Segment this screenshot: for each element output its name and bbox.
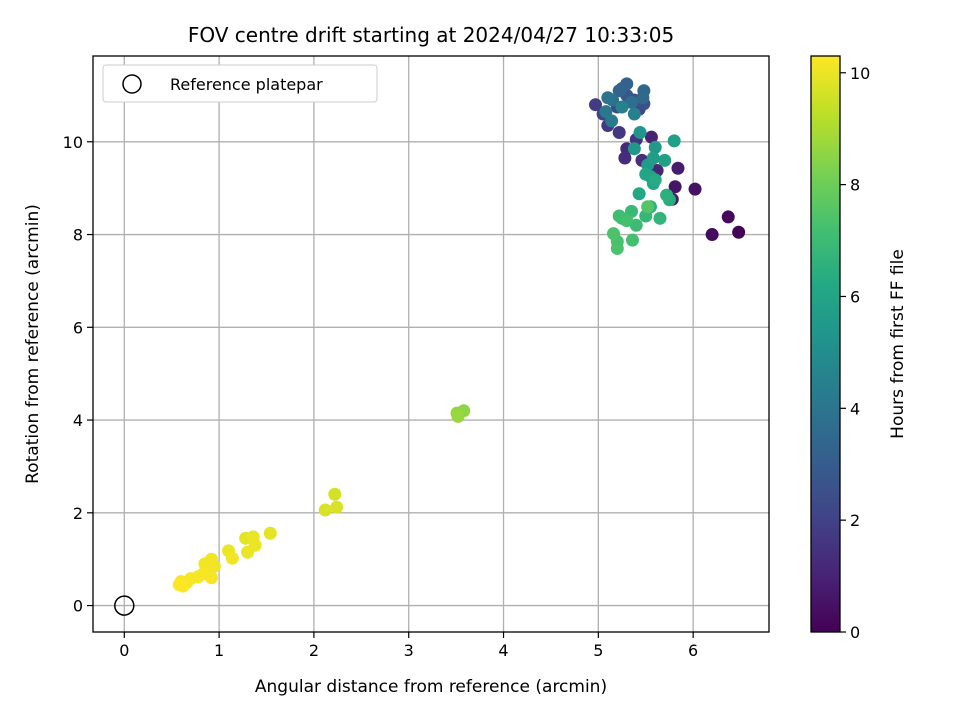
y-tick-label: 0 <box>73 597 83 616</box>
colorbar-tick-label: 0 <box>850 623 860 642</box>
reference-marker-layer <box>114 595 135 616</box>
x-axis-ticks: 0 1 2 3 4 5 6 <box>119 632 698 660</box>
data-point <box>620 214 634 228</box>
colorbar: 0 2 4 6 8 10 Hours from first FF file <box>810 55 908 642</box>
data-point <box>646 151 660 165</box>
data-point <box>205 571 219 585</box>
data-point <box>721 210 735 224</box>
x-axis-label: Angular distance from reference (arcmin) <box>255 677 607 697</box>
data-point <box>648 140 662 154</box>
colorbar-tick-label: 10 <box>850 64 870 83</box>
colorbar-tick-label: 2 <box>850 511 860 530</box>
data-point <box>625 233 639 247</box>
data-point <box>225 551 239 565</box>
y-axis-ticks: 0 2 4 6 8 10 <box>63 133 93 616</box>
x-tick-label: 0 <box>119 641 129 660</box>
data-point <box>648 173 662 187</box>
data-point <box>176 579 190 593</box>
y-tick-label: 6 <box>73 318 83 337</box>
data-point <box>658 153 672 167</box>
colorbar-tick-label: 6 <box>850 287 860 306</box>
data-point <box>667 134 681 148</box>
y-tick-label: 4 <box>73 411 83 430</box>
y-tick-label: 8 <box>73 226 83 245</box>
x-tick-label: 1 <box>214 641 224 660</box>
data-point <box>451 409 465 423</box>
legend: Reference platepar <box>102 64 378 103</box>
legend-label: Reference platepar <box>170 75 323 94</box>
data-point <box>705 228 719 242</box>
data-point <box>644 130 658 144</box>
data-point <box>601 91 615 105</box>
colorbar-label: Hours from first FF file <box>888 249 908 439</box>
colorbar-gradient <box>810 55 841 633</box>
data-point <box>636 91 650 105</box>
data-point <box>639 167 653 181</box>
data-point <box>627 107 641 121</box>
legend-box <box>102 64 378 103</box>
data-points <box>172 77 746 593</box>
data-point <box>330 500 344 514</box>
data-point <box>618 151 632 165</box>
grid <box>93 56 769 632</box>
data-point <box>627 142 641 156</box>
data-point <box>605 114 619 128</box>
chart-title: FOV centre drift starting at 2024/04/27 … <box>188 23 674 47</box>
legend-marker-open-circle <box>122 74 142 94</box>
reference-platepar-marker <box>114 595 135 616</box>
data-point <box>612 84 626 98</box>
y-tick-label: 10 <box>63 133 83 152</box>
x-tick-label: 5 <box>593 641 603 660</box>
x-tick-label: 2 <box>309 641 319 660</box>
data-point <box>615 100 629 114</box>
data-point <box>632 187 646 201</box>
data-point <box>653 211 667 225</box>
plot-frame <box>92 55 770 633</box>
colorbar-tick-label: 8 <box>850 176 860 195</box>
data-point <box>633 126 647 140</box>
data-point <box>607 227 621 241</box>
data-point <box>241 545 255 559</box>
data-point <box>610 241 624 255</box>
data-point <box>588 98 602 112</box>
colorbar-tick-label: 4 <box>850 399 860 418</box>
x-tick-label: 3 <box>404 641 414 660</box>
data-point <box>671 161 685 175</box>
y-axis-label: Rotation from reference (arcmin) <box>23 204 43 484</box>
data-point <box>612 126 626 140</box>
data-point <box>688 182 702 196</box>
colorbar-ticks: 0 2 4 6 8 10 <box>840 64 870 642</box>
y-tick-label: 2 <box>73 504 83 523</box>
data-point <box>263 526 277 540</box>
data-point <box>599 105 613 119</box>
data-point <box>668 180 682 194</box>
data-point <box>732 225 746 239</box>
x-tick-label: 6 <box>688 641 698 660</box>
data-point <box>660 188 674 202</box>
data-point <box>641 200 655 214</box>
x-tick-label: 4 <box>498 641 508 660</box>
data-point <box>318 503 332 517</box>
data-point <box>328 487 342 501</box>
